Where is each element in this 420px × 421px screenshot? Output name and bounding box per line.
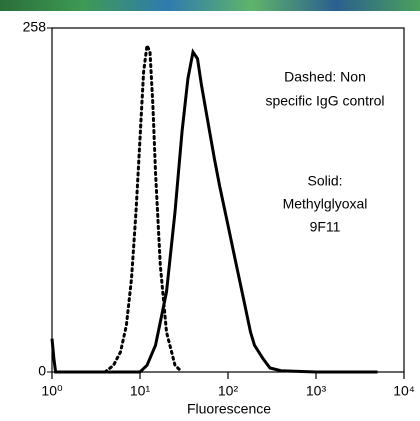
y-tick-label: 0 bbox=[38, 363, 46, 379]
x-axis-label: Fluorescence bbox=[187, 401, 271, 417]
x-tick-label: 10³ bbox=[306, 383, 327, 399]
x-tick-label: 10⁴ bbox=[393, 383, 415, 399]
annotation: Methylglyoxal bbox=[283, 196, 368, 212]
x-tick-label: 10⁰ bbox=[41, 383, 63, 399]
histogram-line bbox=[50, 48, 378, 374]
histogram-line bbox=[103, 39, 184, 374]
annotation: 9F11 bbox=[310, 219, 341, 235]
y-tick-label: 258 bbox=[23, 19, 47, 35]
annotation: Dashed: Non bbox=[284, 69, 366, 85]
annotation: specific IgG control bbox=[265, 93, 384, 109]
x-tick-label: 10¹ bbox=[130, 383, 151, 399]
annotation: Solid: bbox=[307, 173, 342, 189]
x-tick-label: 10² bbox=[218, 383, 239, 399]
banner bbox=[0, 0, 420, 11]
